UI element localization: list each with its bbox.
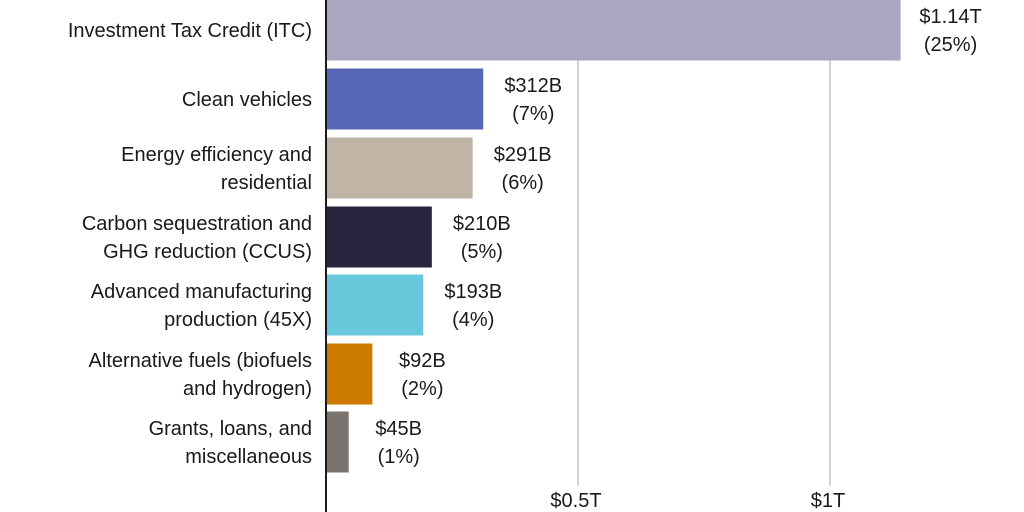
category-label-5: Alternative fuels (biofuels and hydrogen) [89,350,312,400]
category-label-line: Alternative fuels (biofuels [89,350,312,372]
percent-label-5: (2%) [401,378,443,400]
category-label-line: Carbon sequestration and [82,213,312,235]
gridlines [577,0,831,486]
category-label-0: Investment Tax Credit (ITC) [68,20,312,42]
category-labels: Investment Tax Credit (ITC) Clean vehicle… [68,20,312,468]
bar-4 [326,274,424,336]
percent-label-0: (25%) [924,34,977,56]
x-tick-label-1: $1T [811,490,845,512]
category-label-1: Clean vehicles [182,89,312,111]
percent-label-4: (4%) [452,309,494,331]
category-label-2: Energy efficiency and residential [121,144,312,194]
percent-label-3: (5%) [461,241,503,263]
category-label-line: Advanced manufacturing [91,281,312,303]
category-label-line: Grants, loans, and [149,418,312,440]
category-label-line: production (45X) [164,309,312,331]
category-label-line: Clean vehicles [182,89,312,111]
x-tick-labels: $0.5T$1T$1.5T$2T$2.5T [550,490,845,512]
category-label-line: GHG reduction (CCUS) [103,241,312,263]
bars [326,0,901,473]
category-label-line: residential [221,172,312,194]
category-label-3: Carbon sequestration and GHG reduction (C… [82,213,312,263]
percent-label-6: (1%) [378,446,420,468]
value-label-4: $193B [444,281,502,303]
value-label-6: $45B [375,418,422,440]
category-label-line: miscellaneous [185,446,312,468]
category-label-line: and hydrogen) [183,378,312,400]
percent-label-2: (6%) [502,172,544,194]
percent-label-1: (7%) [512,103,554,125]
value-labels: $1.14T (25%) $312B (7%) $291B (6%) $210B (5%) $1… [375,6,981,468]
category-label-line: Investment Tax Credit (ITC) [68,20,312,42]
x-tick-label-0: $0.5T [550,490,601,512]
value-label-2: $291B [494,144,552,166]
bar-2 [326,137,473,199]
value-label-1: $312B [504,75,562,97]
value-label-0: $1.14T [919,6,981,28]
bar-6 [326,411,349,473]
bar-0 [326,0,901,61]
bar-3 [326,206,432,268]
category-label-6: Grants, loans, and miscellaneous [149,418,312,468]
value-label-3: $210B [453,213,511,235]
value-label-5: $92B [399,350,446,372]
bar-1 [326,68,484,130]
bar-5 [326,343,373,405]
category-label-line: Energy efficiency and [121,144,312,166]
category-label-4: Advanced manufacturing production (45X) [91,281,312,331]
